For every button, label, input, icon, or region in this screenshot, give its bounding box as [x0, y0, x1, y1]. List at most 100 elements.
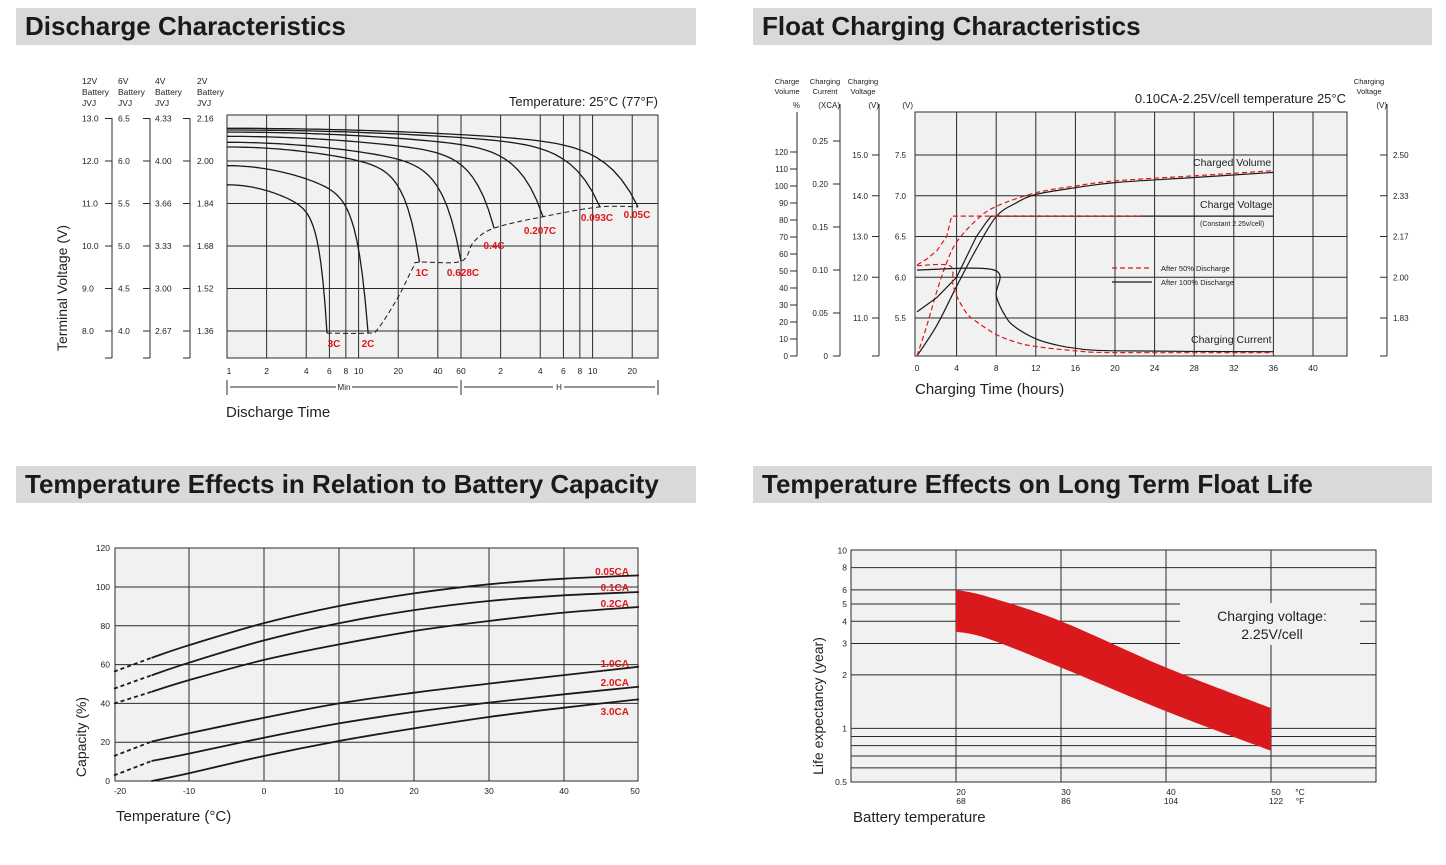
discharge-series-label: 0.093C [581, 213, 613, 224]
discharge-x-tick-label: 20 [393, 366, 403, 376]
discharge-series-label: 1C [416, 268, 429, 279]
float-volume-tick-label: 100 [775, 182, 789, 191]
float-x-tick-label: 32 [1229, 363, 1239, 373]
life-y-tick-label: 5 [842, 599, 847, 609]
header-discharge: Discharge Characteristics [16, 8, 696, 45]
capacity-x-tick-label: 50 [630, 786, 640, 796]
float-volume-tick-label: 10 [779, 335, 788, 344]
capacity-series-label: 3.0CA [601, 707, 629, 718]
discharge-series-label: 3C [328, 339, 341, 350]
life-x-tick-celsius: 20 [956, 787, 966, 797]
discharge-hour-label: H [556, 383, 562, 392]
discharge-y-tick-label: 9.0 [82, 284, 94, 294]
float-plot-area [914, 111, 1348, 357]
life-y-axis-label: Life expectancy (year) [810, 637, 826, 775]
capacity-curve-3.0CA [151, 698, 640, 782]
discharge-plot-area [226, 114, 659, 359]
float-current-curve-after-100 [916, 267, 1274, 353]
discharge-y-tick-label: 2.16 [197, 114, 214, 124]
capacity-curve-dashed-1.0CA [113, 740, 152, 757]
float-current-curve-after-50 [916, 263, 1274, 354]
float-voltage-tick-label: 11.0 [853, 314, 869, 323]
life-x-axis-label: Battery temperature [853, 809, 986, 826]
discharge-scale-header: JVJ [118, 98, 132, 108]
float-volume-tick-label: 80 [779, 216, 788, 225]
header-temperature-capacity: Temperature Effects in Relation to Batte… [16, 466, 696, 503]
capacity-y-tick-label: 80 [101, 621, 111, 631]
life-x-tick-fahrenheit: 122 [1269, 796, 1283, 806]
capacity-curve-1.0CA [151, 665, 640, 743]
float-voltage-header: Voltage [850, 87, 875, 96]
discharge-x-tick-label: 1 [227, 366, 232, 376]
discharge-y-tick-label: 1.52 [197, 284, 214, 294]
float-right-voltage-tick-label: 2.17 [1393, 233, 1409, 242]
capacity-curve-dashed-0.1CA [113, 674, 152, 690]
life-annotation-line2: 2.25V/cell [1241, 626, 1302, 642]
discharge-y-tick-label: 3.00 [155, 284, 172, 294]
float-x-tick-label: 36 [1269, 363, 1279, 373]
float-voltage-curve-after-100 [916, 215, 1274, 313]
capacity-x-tick-label: 10 [334, 786, 344, 796]
life-x-unit-fahrenheit: °F [1296, 796, 1305, 806]
discharge-y-tick-label: 3.66 [155, 199, 172, 209]
float-volume-tick-label: 20 [779, 318, 788, 327]
float-current-tick-label: 0.15 [812, 223, 828, 232]
capacity-series-label: 0.2CA [601, 599, 629, 610]
discharge-x-tick-label: 6 [561, 366, 566, 376]
discharge-y-tick-label: 5.5 [118, 199, 130, 209]
capacity-series-label: 1.0CA [601, 659, 629, 670]
capacity-x-tick-label: 20 [409, 786, 419, 796]
float-volume-tick-label: 90 [779, 199, 788, 208]
float-voltage-unit: (V) [868, 101, 879, 110]
capacity-y-tick-label: 120 [96, 543, 110, 553]
life-expectancy-band [956, 589, 1271, 751]
capacity-y-axis-label: Capacity (%) [73, 697, 89, 777]
float-voltage-tick-label: 13.0 [852, 233, 868, 242]
discharge-y-tick-label: 4.33 [155, 114, 172, 124]
float-charge-voltage-note: (Constant 2.25v/cell) [1200, 221, 1264, 228]
float-charge-voltage-label: Charge Voltage [1200, 199, 1273, 211]
float-volume-tick-label: 30 [779, 301, 788, 310]
discharge-curve-0.207C [227, 131, 544, 217]
discharge-scale-header: 6V [118, 76, 129, 86]
float-x-tick-label: 8 [994, 363, 999, 373]
discharge-x-tick-label: 60 [456, 366, 466, 376]
discharge-scale-header: 12V [82, 76, 97, 86]
float-volume-tick-label: 120 [775, 148, 789, 157]
discharge-y-tick-label: 1.36 [197, 326, 214, 336]
discharge-y-tick-label: 5.0 [118, 241, 130, 251]
float-cell-voltage-tick-label: 6.0 [895, 273, 907, 282]
discharge-x-tick-label: 20 [627, 366, 637, 376]
float-current-tick-label: 0.10 [812, 266, 828, 275]
life-x-tick-fahrenheit: 104 [1164, 796, 1178, 806]
life-x-tick-celsius: 50 [1271, 787, 1281, 797]
float-cell-voltage-tick-label: 6.5 [895, 233, 907, 242]
capacity-series-label: 0.1CA [601, 583, 629, 594]
float-x-tick-label: 24 [1150, 363, 1160, 373]
discharge-x-tick-label: 4 [538, 366, 543, 376]
float-current-tick-label: 0.25 [812, 137, 828, 146]
float-volume-curve-after-50 [916, 170, 1274, 357]
discharge-x-tick-label: 2 [264, 366, 269, 376]
discharge-scale-header: Battery [82, 87, 110, 97]
float-right-voltage-header: Charging [1354, 77, 1384, 86]
float-voltage-tick-label: 14.0 [852, 192, 868, 201]
float-x-tick-label: 12 [1031, 363, 1041, 373]
life-x-tick-fahrenheit: 86 [1061, 796, 1071, 806]
float-volume-tick-label: 60 [779, 250, 788, 259]
discharge-scale-header: 2V [197, 76, 208, 86]
discharge-y-tick-label: 13.0 [82, 114, 99, 124]
discharge-curve-0.4C [226, 135, 495, 229]
discharge-scale-header: Battery [155, 87, 183, 97]
capacity-curve-dashed-0.2CA [113, 690, 152, 705]
life-y-tick-label: 10 [838, 545, 848, 555]
life-y-tick-label: 0.5 [835, 777, 847, 787]
discharge-y-tick-label: 2.00 [197, 156, 214, 166]
float-volume-tick-label: 110 [775, 165, 788, 174]
discharge-y-tick-label: 2.67 [155, 326, 172, 336]
float-x-tick-label: 0 [915, 363, 920, 373]
discharge-x-tick-label: 10 [354, 366, 364, 376]
float-voltage-curve-after-50 [916, 215, 1140, 266]
float-current-tick-label: 0 [824, 352, 829, 361]
discharge-y-tick-label: 8.0 [82, 326, 94, 336]
